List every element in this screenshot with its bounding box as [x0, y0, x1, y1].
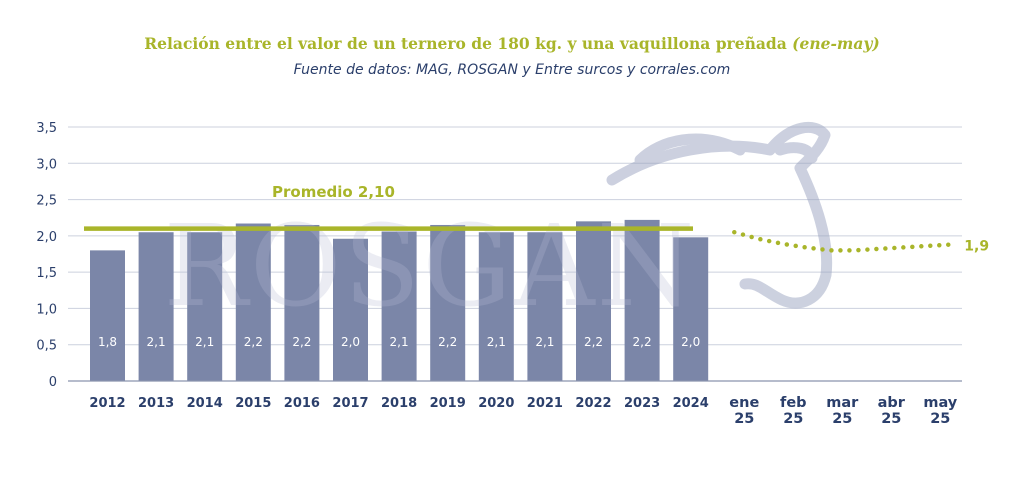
x-tick-label: 2014 — [187, 396, 223, 411]
x-tick-label: 25 — [930, 411, 950, 427]
bar — [527, 232, 563, 381]
bar-value-label: 2,0 — [681, 335, 700, 349]
bar — [187, 232, 223, 381]
bar-value-label: 2,2 — [584, 335, 603, 349]
bar — [673, 237, 709, 381]
watermark: ROSGAN — [163, 122, 833, 332]
x-tick-label: 25 — [832, 411, 852, 427]
bar — [624, 219, 660, 381]
bar — [284, 224, 320, 381]
bar — [90, 250, 125, 381]
average-label: Promedio 2,10 — [272, 183, 395, 201]
y-tick-label: 3,5 — [36, 121, 57, 136]
bar — [235, 223, 271, 381]
x-tick-label: abr — [878, 395, 906, 411]
bar-value-label: 2,2 — [292, 335, 311, 349]
bar — [430, 224, 466, 381]
y-tick-label: 0 — [49, 375, 57, 390]
y-tick-label: 2,0 — [36, 230, 57, 245]
forecast-line — [732, 229, 953, 253]
bar — [381, 231, 417, 381]
forecast-end-label: 1,9 — [964, 239, 989, 255]
bar-value-label: 2,0 — [341, 335, 360, 349]
bar-value-label: 2,1 — [195, 335, 214, 349]
bar-value-label: 2,2 — [438, 335, 457, 349]
y-tick-label: 2,5 — [36, 194, 57, 209]
x-tick-label: 2022 — [575, 396, 611, 411]
y-tick-label: 1,5 — [36, 266, 57, 281]
chart-title-period: (ene-may) — [792, 34, 880, 53]
forecast-series: 1,9 — [732, 229, 989, 255]
x-tick-label: 2013 — [138, 396, 174, 411]
x-tick-label: 2019 — [430, 396, 466, 411]
y-tick-label: 1,0 — [36, 302, 57, 317]
x-tick-label: 25 — [734, 411, 754, 427]
bar-value-label: 2,1 — [390, 335, 409, 349]
x-tick-label: 2018 — [381, 396, 417, 411]
bar-value-label: 2,2 — [244, 335, 263, 349]
bar — [478, 232, 514, 381]
bar-value-label: 2,1 — [147, 335, 166, 349]
x-tick-label: feb — [780, 395, 807, 411]
x-tick-label: 25 — [881, 411, 901, 427]
bar — [138, 232, 174, 381]
average-line-group: Promedio 2,10 — [84, 183, 693, 231]
bar-value-labels: 1,8 2,1 2,1 2,2 2,2 2,0 2,1 2,2 2,1 2,1 2,2 2,2 2,0 — [98, 335, 700, 349]
x-tick-label: ene — [729, 395, 759, 411]
x-tick-label: 2012 — [89, 396, 125, 411]
chart-title-main: Relación entre el valor de un ternero de… — [144, 34, 787, 53]
bar-value-label: 1,8 — [98, 335, 117, 349]
axes: 0 0,5 1,0 1,5 2,0 2,5 3,0 3,5 2012 2013 2014 2015 20… — [36, 121, 962, 427]
x-tick-label: mar — [826, 395, 859, 411]
bar-value-label: 2,1 — [535, 335, 554, 349]
bar — [333, 238, 368, 381]
watermark-text: ROSGAN — [163, 202, 696, 332]
bar-value-label: 2,1 — [487, 335, 506, 349]
x-tick-label: may — [923, 395, 957, 411]
y-tick-label: 0,5 — [36, 339, 57, 354]
x-tick-label: 25 — [783, 411, 803, 427]
x-tick-label: 2024 — [673, 396, 709, 411]
x-tick-label: 2016 — [284, 396, 320, 411]
bar — [576, 221, 611, 381]
y-tick-label: 3,0 — [36, 157, 57, 172]
x-tick-label: 2015 — [235, 396, 271, 411]
x-tick-label: 2023 — [624, 396, 660, 411]
chart-subtitle: Fuente de datos: MAG, ROSGAN y Entre sur… — [293, 62, 731, 78]
x-tick-label: 2021 — [527, 396, 563, 411]
bars — [90, 219, 709, 381]
cow-logo-icon — [606, 122, 833, 309]
bar-value-label: 2,2 — [633, 335, 652, 349]
x-tick-label: 2017 — [332, 396, 368, 411]
chart-title: Relación entre el valor de un ternero de… — [0, 34, 1024, 53]
x-tick-label: 2020 — [478, 396, 514, 411]
